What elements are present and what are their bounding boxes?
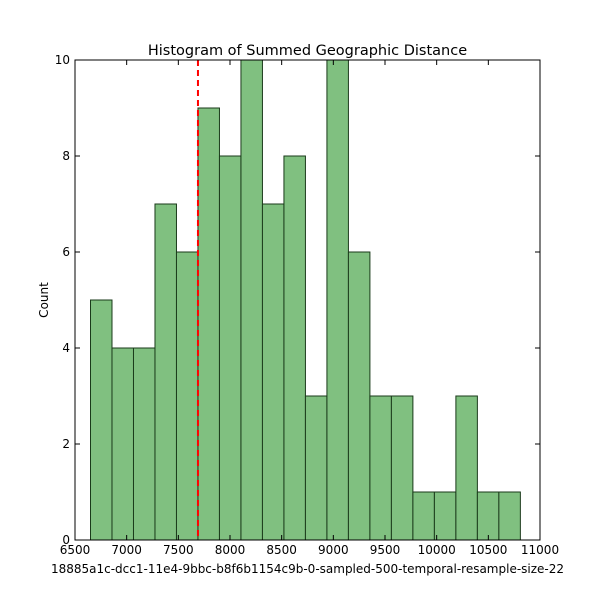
y-tick-label: 0 [62,533,70,547]
x-tick-label: 10500 [469,543,507,557]
histogram-bar [412,491,435,541]
y-tick-label: 8 [62,149,70,163]
histogram-bar [347,251,371,541]
x-tick-label: 8000 [215,543,246,557]
y-tick-label: 10 [55,53,70,67]
histogram-bar [218,155,242,541]
x-tick-label: 9500 [370,543,401,557]
histogram-bar [111,347,134,541]
histogram-bars [90,59,521,541]
histogram-bar [132,347,156,541]
x-tick-label: 8500 [266,543,297,557]
chart-title: Histogram of Summed Geographic Distance [148,43,467,59]
histogram-bar [433,491,457,541]
histogram-bar [240,59,263,541]
x-axis-ticks: 6500 7000 7500 8000 8500 9000 9500 10000 10500 11… [60,60,559,557]
histogram-bar [175,251,199,541]
histogram-bar [498,491,521,541]
histogram-bar [326,59,349,541]
histogram-bar [455,395,478,541]
y-tick-label: 6 [62,245,70,259]
x-axis-label: 18885a1c-dcc1-11e4-9bbc-b8f6b1154c9b-0-s… [51,562,564,576]
histogram-bar [304,395,328,541]
plot-area-frame [74,59,541,541]
y-tick-label: 2 [62,437,70,451]
x-tick-label: 9000 [318,543,349,557]
y-axis-label: Count [37,282,51,318]
x-tick-label: 6500 [60,543,91,557]
histogram-bar [369,395,392,541]
y-tick-label: 4 [62,341,70,355]
histogram-bar [154,203,177,541]
histogram-bar [90,299,113,541]
histogram-bar [476,491,500,541]
x-tick-label: 11000 [521,543,559,557]
histogram-bar [390,395,414,541]
histogram-bar [283,155,306,541]
x-tick-label: 10000 [418,543,456,557]
y-axis-ticks: 0 2 4 6 8 10 [55,53,540,547]
histogram-bar [197,107,220,541]
histogram-bar [261,203,285,541]
x-tick-label: 7500 [163,543,194,557]
x-tick-label: 7000 [111,543,142,557]
